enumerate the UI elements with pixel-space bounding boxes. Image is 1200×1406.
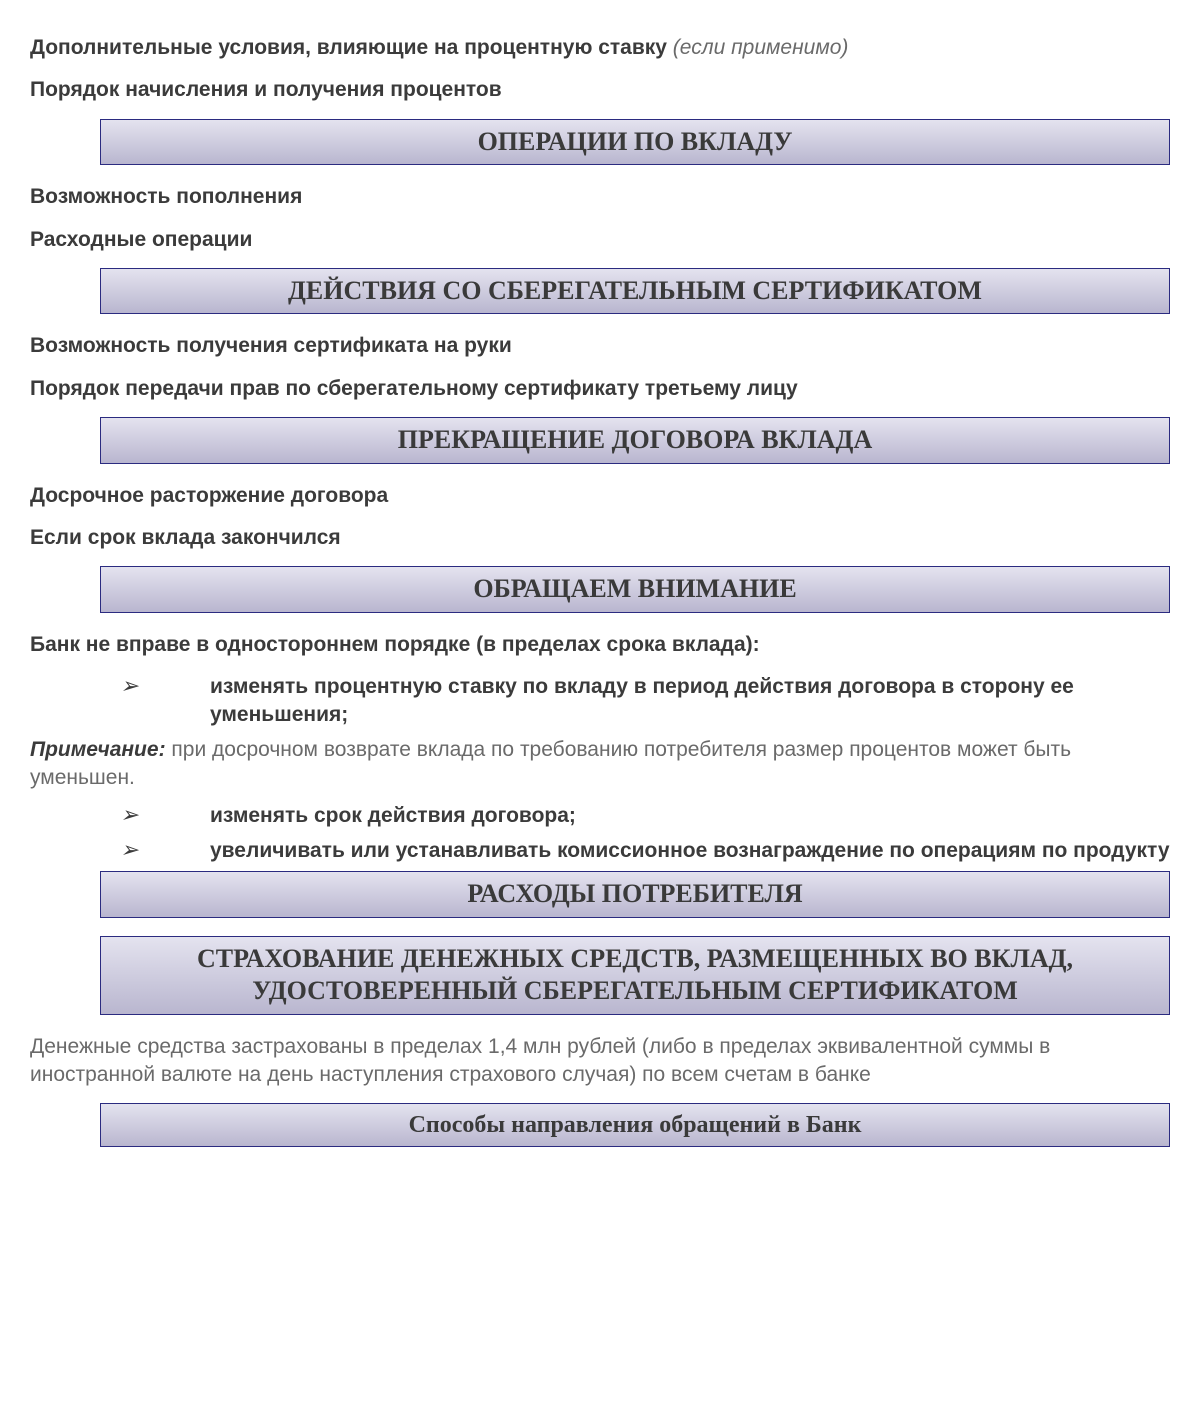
banner-expenses: РАСХОДЫ ПОТРЕБИТЕЛЯ	[100, 871, 1170, 918]
banner-operations: ОПЕРАЦИИ ПО ВКЛАДУ	[100, 119, 1170, 166]
certificate-receipt-line: Возможность получения сертификата на рук…	[30, 332, 1170, 360]
bullet-glyph-icon: ➢	[30, 673, 210, 699]
banner-insurance: СТРАХОВАНИЕ ДЕНЕЖНЫХ СРЕДСТВ, РАЗМЕЩЕННЫ…	[100, 936, 1170, 1015]
bullet-glyph-icon: ➢	[30, 802, 210, 828]
attention-intro: Банк не вправе в одностороннем порядке (…	[30, 631, 1170, 659]
note-label: Примечание:	[30, 738, 166, 761]
bullet-item: ➢ изменять процентную ставку по вкладу в…	[30, 673, 1170, 730]
bullet-text: увеличивать или устанавливать комиссионн…	[210, 837, 1170, 865]
bullet-text: изменять срок действия договора;	[210, 802, 1170, 830]
early-termination-line: Досрочное расторжение договора	[30, 482, 1170, 510]
withdrawal-line: Расходные операции	[30, 226, 1170, 254]
conditions-line: Дополнительные условия, влияющие на проц…	[30, 34, 1170, 62]
interest-procedure-line: Порядок начисления и получения процентов	[30, 76, 1170, 104]
bullet-item: ➢ увеличивать или устанавливать комиссио…	[30, 837, 1170, 865]
term-ended-line: Если срок вклада закончился	[30, 524, 1170, 552]
conditions-italic: (если применимо)	[673, 36, 849, 59]
insurance-paragraph: Денежные средства застрахованы в предела…	[30, 1033, 1170, 1090]
conditions-bold: Дополнительные условия, влияющие на проц…	[30, 36, 673, 59]
bullet-glyph-icon: ➢	[30, 837, 210, 863]
bullet-item: ➢ изменять срок действия договора;	[30, 802, 1170, 830]
bullet-list-2: ➢ изменять срок действия договора; ➢ уве…	[30, 802, 1170, 865]
note-line: Примечание: при досрочном возврате вклад…	[30, 736, 1170, 793]
note-text: при досрочном возврате вклада по требова…	[30, 738, 1071, 789]
certificate-transfer-line: Порядок передачи прав по сберегательному…	[30, 375, 1170, 403]
banner-certificate-actions: ДЕЙСТВИЯ СО СБЕРЕГАТЕЛЬНЫМ СЕРТИФИКАТОМ	[100, 268, 1170, 315]
bullet-list: ➢ изменять процентную ставку по вкладу в…	[30, 673, 1170, 730]
banner-contact: Способы направления обращений в Банк	[100, 1103, 1170, 1147]
replenishment-line: Возможность пополнения	[30, 183, 1170, 211]
banner-attention: ОБРАЩАЕМ ВНИМАНИЕ	[100, 566, 1170, 613]
banner-termination: ПРЕКРАЩЕНИЕ ДОГОВОРА ВКЛАДА	[100, 417, 1170, 464]
bullet-text: изменять процентную ставку по вкладу в п…	[210, 673, 1170, 730]
